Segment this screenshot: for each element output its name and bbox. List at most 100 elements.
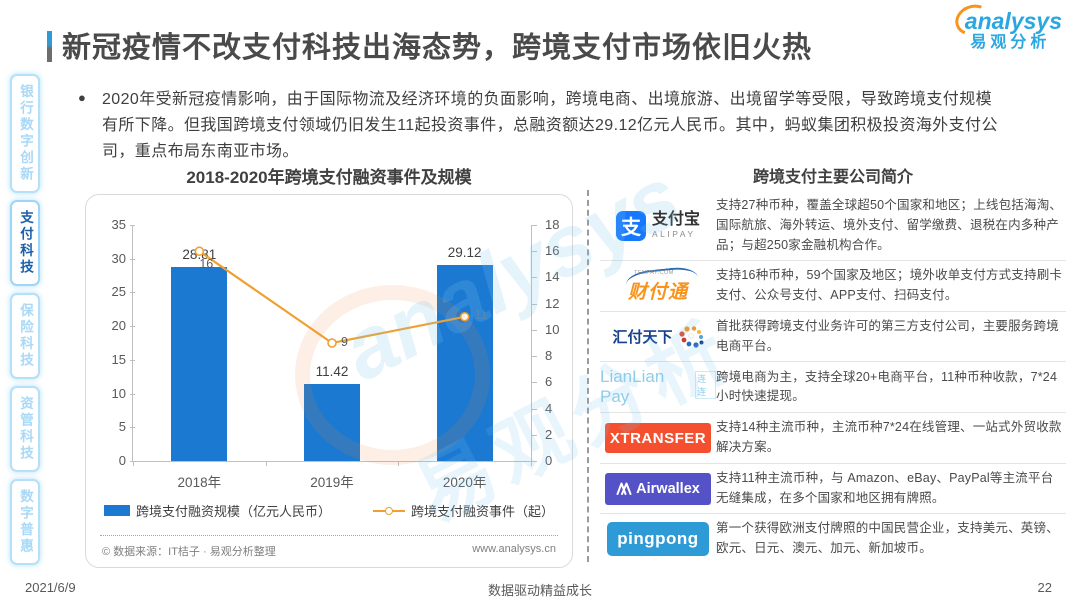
data-source: © 数据来源：IT桔子 · 易观分析整理 bbox=[102, 546, 276, 558]
tenpay-logo: TENPAY.COM 财付通 bbox=[600, 264, 716, 304]
tenpay-logo-en: TENPAY.COM bbox=[633, 269, 674, 276]
sidebar-tab-asset-tech[interactable]: 资管科技 bbox=[10, 386, 40, 472]
bar-swatch-icon bbox=[103, 505, 130, 516]
bar-2019年 bbox=[304, 384, 360, 461]
tenpay-logo-cn: 财付通 bbox=[627, 281, 688, 303]
chart-legend: 跨境支付融资规模（亿元人民币） 跨境支付融资事件（起） bbox=[86, 501, 572, 520]
website-link[interactable]: www.analysys.cn bbox=[472, 543, 556, 555]
lianlian-logo-en: LianLian Pay bbox=[600, 367, 665, 407]
footer: 2021/6/9 数据驱动精益成长 22 bbox=[0, 580, 1080, 600]
airwallex-logo-text: Airwallex bbox=[636, 480, 700, 497]
company-row-tenpay: TENPAY.COM 财付通 支持16种币种，59个国家及地区；境外收单支付方式… bbox=[600, 261, 1066, 312]
bar-value-label: 11.42 bbox=[315, 364, 349, 379]
xtransfer-logo-text: XTRANSFER bbox=[609, 429, 707, 447]
bar-2018年 bbox=[171, 266, 228, 461]
company-desc: 第一个获得欧洲支付牌照的中国民营企业，支持美元、英镑、欧元、日元、澳元、加元、新… bbox=[716, 521, 1059, 555]
sidebar-tab-insurance-tech[interactable]: 保险科技 bbox=[10, 293, 40, 379]
analysys-logo-wordmark: analysys bbox=[950, 0, 1062, 41]
axis-tick-label: 15 bbox=[92, 352, 135, 367]
axis-tick-label: 2 bbox=[532, 427, 570, 442]
x-axis-tick bbox=[398, 461, 400, 466]
right-axis: 18 16 14 12 10 8 6 4 2 0 bbox=[532, 218, 570, 468]
company-desc: 首批获得跨境支付业务许可的第三方支付公司，主要服务跨境电商平台。 bbox=[716, 318, 1059, 353]
alipay-logo-cn: 支付宝 bbox=[651, 211, 700, 229]
chart-title: 2018-2020年跨境支付融资事件及规模 bbox=[186, 168, 472, 187]
bar-2020年 bbox=[436, 264, 493, 461]
sidebar-tab-digital-inclusion[interactable]: 数字普惠 bbox=[10, 479, 40, 565]
axis-tick-label: 16 bbox=[532, 244, 570, 258]
axis-tick-label: 20 bbox=[92, 319, 135, 333]
x-axis-tick bbox=[531, 461, 532, 466]
company-row-airwallex: Airwallex 支持11种主流币种，与 Amazon、eBay、PayPal… bbox=[600, 464, 1066, 515]
x-axis-tick bbox=[265, 461, 267, 466]
x-axis-label: 2020年 bbox=[442, 475, 487, 490]
axis-tick-label: 35 bbox=[92, 218, 135, 232]
sidebar-tab-payment-tech[interactable]: 支付科技 bbox=[10, 200, 40, 286]
x-axis-label: 2018年 bbox=[177, 475, 222, 490]
title-accent-bar bbox=[47, 31, 52, 62]
airwallex-logo: Airwallex bbox=[600, 472, 716, 505]
legend-item-bar: 跨境支付融资规模（亿元人民币） bbox=[103, 501, 331, 520]
company-desc: 支持14种主流币种，主流币种7*24在线管理、一站式外贸收款解决方案。 bbox=[716, 420, 1062, 454]
sidebar: 银行数字创新 支付科技 保险科技 资管科技 数字普惠 bbox=[8, 74, 42, 565]
axis-tick-label: 14 bbox=[532, 270, 570, 284]
intro-paragraph: ● 2020年受新冠疫情影响，由于国际物流及经济环境的负面影响，跨境电商、出境旅… bbox=[78, 87, 1013, 165]
alipay-logo: 支 支付宝 ALIPAY bbox=[600, 210, 716, 241]
line-series bbox=[194, 246, 470, 348]
legend-bar-label: 跨境支付融资规模（亿元人民币） bbox=[135, 504, 331, 519]
x-axis-tick bbox=[133, 461, 134, 466]
alipay-logo-en: ALIPAY bbox=[651, 229, 696, 240]
company-desc: 支持16种币种，59个国家及地区；境外收单支付方式支持刷卡支付、公众号支付、AP… bbox=[716, 268, 1063, 302]
axis-tick-label: 30 bbox=[92, 251, 135, 266]
huifu-dots-icon bbox=[678, 325, 703, 348]
huifu-logo: 汇付天下 bbox=[600, 325, 716, 349]
company-desc: 跨境电商为主，支持全球20+电商平台，11种币种收款，7*24 小时快速提现。 bbox=[716, 369, 1058, 404]
companies-panel-title: 跨境支付主要公司简介 bbox=[752, 169, 913, 186]
pingpong-logo: pingpong bbox=[600, 522, 716, 556]
axis-tick-label: 6 bbox=[532, 375, 570, 389]
intro-text: 2020年受新冠疫情影响，由于国际物流及经济环境的负面影响，跨境电商、出境旅游、… bbox=[102, 91, 998, 160]
axis-tick-label: 5 bbox=[92, 420, 135, 434]
sidebar-tab-bank-digital[interactable]: 银行数字创新 bbox=[10, 74, 40, 193]
bullet-icon: ● bbox=[78, 90, 86, 105]
analysys-logo: analysys 易观分析 bbox=[950, 0, 1062, 53]
company-row-lianlian: LianLian Pay 连连 跨境电商为主，支持全球20+电商平台，11种币种… bbox=[600, 362, 1066, 414]
company-row-alipay: 支 支付宝 ALIPAY 支持27种币种，覆盖全球超50个国家和地区；上线包括海… bbox=[600, 191, 1066, 262]
lianlian-logo: LianLian Pay 连连 bbox=[600, 367, 716, 407]
axis-tick-label: 10 bbox=[92, 386, 135, 401]
analysys-logo-cn: 易观分析 bbox=[970, 34, 1051, 52]
axis-tick-label: 25 bbox=[92, 285, 135, 299]
bar-value-label: 29.12 bbox=[447, 244, 482, 260]
company-desc: 支持27种币种，覆盖全球超50个国家和地区；上线包括海淘、国际航旅、海外转运、境… bbox=[716, 198, 1063, 252]
line-value-label: 9 bbox=[341, 335, 348, 349]
source-divider bbox=[100, 535, 558, 536]
axis-tick-label: 10 bbox=[532, 322, 570, 337]
companies-panel: 跨境支付主要公司简介 支 支付宝 ALIPAY 支持27种币种，覆盖全球超50个… bbox=[600, 163, 1066, 564]
line-point-marker bbox=[459, 311, 470, 322]
line-value-label: 16 bbox=[199, 257, 214, 272]
vertical-divider bbox=[587, 190, 589, 562]
pingpong-logo-text: pingpong bbox=[617, 529, 699, 548]
alipay-mark-icon: 支 bbox=[615, 210, 646, 241]
airwallex-mark-icon bbox=[616, 482, 632, 495]
footer-page-number: 22 bbox=[1037, 580, 1052, 595]
x-axis-label: 2019年 bbox=[310, 475, 354, 490]
chart-section: 2018-2020年跨境支付融资事件及规模 35 30 25 20 15 10 5 0 18 1… bbox=[85, 163, 573, 568]
line-point-marker bbox=[327, 338, 337, 348]
footer-motto: 数据驱动精益成长 bbox=[487, 583, 592, 598]
legend-line-label: 跨境支付融资事件（起） bbox=[411, 504, 555, 519]
huifu-logo-cn: 汇付天下 bbox=[612, 329, 673, 346]
xtransfer-logo: XTRANSFER bbox=[600, 423, 716, 453]
axis-tick-label: 8 bbox=[532, 349, 570, 363]
axis-tick-label: 0 bbox=[532, 454, 570, 468]
line-value-label: 11 bbox=[474, 307, 488, 322]
axis-tick-label: 18 bbox=[532, 218, 570, 232]
lianlian-logo-cn: 连连 bbox=[695, 371, 716, 400]
axis-tick-label: 4 bbox=[532, 401, 570, 416]
company-desc: 支持11种主流币种，与 Amazon、eBay、PayPal等主流平台无缝集成，… bbox=[716, 470, 1054, 505]
page-title: 新冠疫情不改支付科技出海态势，跨境支付市场依旧火热 bbox=[62, 32, 813, 64]
source-row: © 数据来源：IT桔子 · 易观分析整理 www.analysys.cn bbox=[102, 543, 556, 559]
